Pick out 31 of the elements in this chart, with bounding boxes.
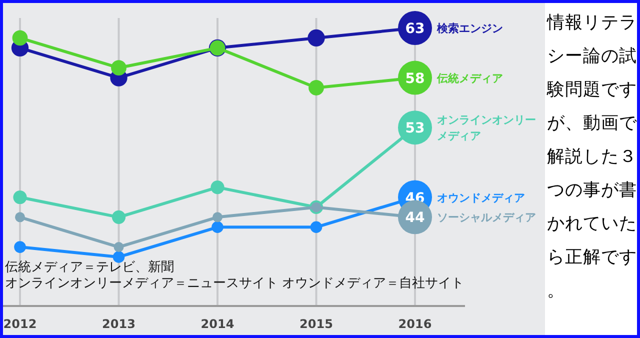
point — [308, 29, 325, 47]
series-label: 伝統メディア — [436, 72, 503, 85]
point — [15, 212, 25, 222]
text: 伝統メディア＝テレビ、新聞 — [5, 260, 174, 275]
series-label: ソーシャルメディア — [437, 211, 536, 224]
point — [12, 30, 28, 46]
x-tick-label: 2015 — [300, 317, 333, 331]
point — [308, 80, 324, 96]
series-label: 検索エンジン — [436, 22, 503, 35]
point — [212, 221, 224, 234]
x-tick-label: 2013 — [102, 317, 136, 331]
point — [310, 221, 322, 234]
series-label: オウンドメディア — [437, 191, 525, 204]
point — [114, 242, 124, 252]
data-label: 53 — [405, 120, 425, 137]
point — [210, 180, 224, 194]
x-tick-label: 2016 — [398, 317, 432, 331]
x-tick-label: 2014 — [200, 317, 234, 331]
point — [112, 251, 125, 263]
data-label: 44 — [405, 210, 425, 226]
point — [13, 190, 27, 204]
data-label: 63 — [405, 21, 425, 37]
point — [14, 241, 26, 253]
text: 情報リテラシー論の試験問題ですが、動画で解説した３つの事が書かれていたら正解です。 — [547, 13, 637, 301]
text: オンラインオンリーメディア＝ニュースサイト オウンドメディア＝自社サイト — [5, 276, 464, 291]
point — [212, 212, 222, 222]
data-label: 58 — [405, 70, 425, 87]
point — [111, 60, 126, 76]
x-tick-label: 2012 — [3, 317, 37, 331]
series-label: オンラインオンリーメディア — [437, 114, 536, 143]
point — [112, 210, 126, 224]
